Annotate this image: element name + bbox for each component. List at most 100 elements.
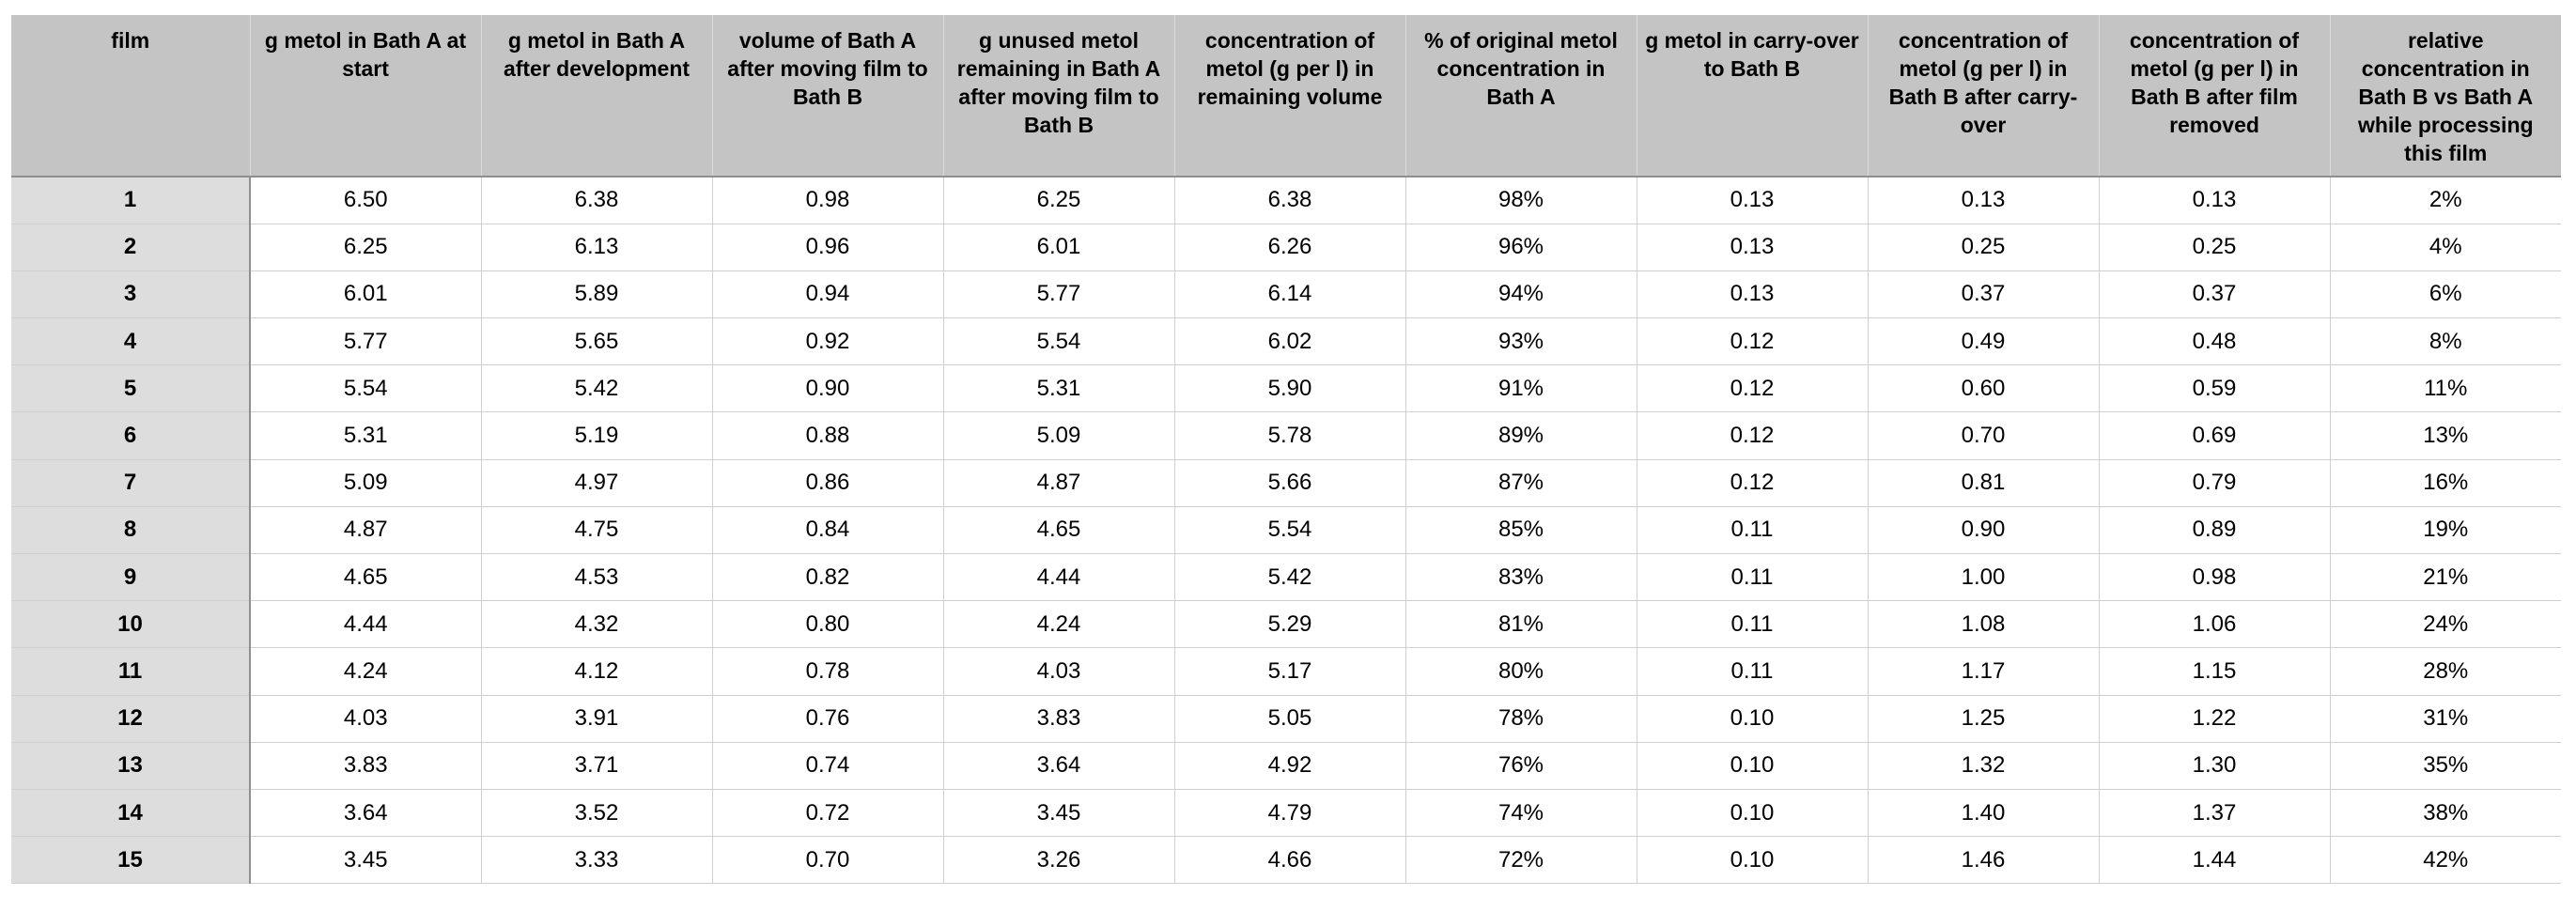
column-header[interactable]: concentration of metol (g per l) in Bath…	[2099, 15, 2331, 178]
table-cell[interactable]: 1.06	[2099, 600, 2331, 649]
table-cell[interactable]: 4.53	[481, 553, 713, 602]
row-header-cell[interactable]: 13	[11, 742, 251, 790]
table-cell[interactable]: 0.49	[1868, 317, 2100, 366]
table-cell[interactable]: 3.45	[943, 789, 1175, 838]
table-cell[interactable]: 5.54	[250, 364, 482, 413]
table-cell[interactable]: 28%	[2330, 647, 2561, 696]
table-cell[interactable]: 31%	[2330, 695, 2561, 743]
table-cell[interactable]: 3.83	[250, 742, 482, 790]
row-header-cell[interactable]: 6	[11, 411, 251, 460]
table-cell[interactable]: 4.92	[1174, 742, 1406, 790]
table-cell[interactable]: 3.83	[943, 695, 1175, 743]
table-cell[interactable]: 0.70	[712, 836, 944, 885]
table-cell[interactable]: 0.72	[712, 789, 944, 838]
table-cell[interactable]: 5.29	[1174, 600, 1406, 649]
table-cell[interactable]: 1.44	[2099, 836, 2331, 885]
table-cell[interactable]: 6.38	[1174, 177, 1406, 224]
table-cell[interactable]: 5.77	[943, 270, 1175, 319]
table-cell[interactable]: 4.65	[250, 553, 482, 602]
table-cell[interactable]: 5.77	[250, 317, 482, 366]
table-cell[interactable]: 87%	[1405, 459, 1637, 507]
table-cell[interactable]: 96%	[1405, 224, 1637, 271]
table-cell[interactable]: 4.03	[943, 647, 1175, 696]
table-cell[interactable]: 0.92	[712, 317, 944, 366]
table-cell[interactable]: 4.79	[1174, 789, 1406, 838]
table-cell[interactable]: 0.78	[712, 647, 944, 696]
column-header[interactable]: concentration of metol (g per l) in rema…	[1174, 15, 1406, 178]
table-cell[interactable]: 5.90	[1174, 364, 1406, 413]
table-cell[interactable]: 0.10	[1637, 789, 1869, 838]
column-header[interactable]: volume of Bath A after moving film to Ba…	[712, 15, 944, 178]
table-cell[interactable]: 6.13	[481, 224, 713, 271]
table-cell[interactable]: 0.12	[1637, 411, 1869, 460]
table-cell[interactable]: 3.26	[943, 836, 1175, 885]
table-cell[interactable]: 0.10	[1637, 695, 1869, 743]
table-cell[interactable]: 78%	[1405, 695, 1637, 743]
table-cell[interactable]: 0.37	[2099, 270, 2331, 319]
table-cell[interactable]: 89%	[1405, 411, 1637, 460]
table-cell[interactable]: 0.13	[1637, 270, 1869, 319]
table-cell[interactable]: 1.40	[1868, 789, 2100, 838]
table-cell[interactable]: 1.46	[1868, 836, 2100, 885]
table-cell[interactable]: 4.75	[481, 506, 713, 555]
table-cell[interactable]: 0.60	[1868, 364, 2100, 413]
table-cell[interactable]: 0.13	[1868, 177, 2100, 224]
table-cell[interactable]: 4.44	[943, 553, 1175, 602]
table-cell[interactable]: 91%	[1405, 364, 1637, 413]
table-cell[interactable]: 0.84	[712, 506, 944, 555]
table-cell[interactable]: 1.17	[1868, 647, 2100, 696]
row-header-cell[interactable]: 12	[11, 695, 251, 743]
table-cell[interactable]: 5.31	[250, 411, 482, 460]
row-header-cell[interactable]: 4	[11, 317, 251, 366]
table-cell[interactable]: 0.11	[1637, 506, 1869, 555]
table-cell[interactable]: 5.09	[250, 459, 482, 507]
row-header-cell[interactable]: 11	[11, 647, 251, 696]
table-cell[interactable]: 3.71	[481, 742, 713, 790]
table-cell[interactable]: 42%	[2330, 836, 2561, 885]
table-cell[interactable]: 5.42	[481, 364, 713, 413]
table-cell[interactable]: 0.82	[712, 553, 944, 602]
table-cell[interactable]: 0.98	[2099, 553, 2331, 602]
row-header-cell[interactable]: 15	[11, 836, 251, 885]
table-cell[interactable]: 35%	[2330, 742, 2561, 790]
table-cell[interactable]: 0.11	[1637, 600, 1869, 649]
table-cell[interactable]: 0.80	[712, 600, 944, 649]
column-header[interactable]: concentration of metol (g per l) in Bath…	[1868, 15, 2100, 178]
table-cell[interactable]: 5.42	[1174, 553, 1406, 602]
row-header-cell[interactable]: 3	[11, 270, 251, 319]
table-cell[interactable]: 3.45	[250, 836, 482, 885]
table-cell[interactable]: 0.81	[1868, 459, 2100, 507]
table-cell[interactable]: 16%	[2330, 459, 2561, 507]
table-cell[interactable]: 1.00	[1868, 553, 2100, 602]
table-cell[interactable]: 0.12	[1637, 459, 1869, 507]
table-cell[interactable]: 6.25	[250, 224, 482, 271]
table-cell[interactable]: 0.12	[1637, 364, 1869, 413]
table-cell[interactable]: 0.96	[712, 224, 944, 271]
table-cell[interactable]: 6.25	[943, 177, 1175, 224]
row-header-cell[interactable]: 8	[11, 506, 251, 555]
column-header[interactable]: g metol in carry-over to Bath B	[1637, 15, 1869, 178]
column-header[interactable]: relative concentration in Bath B vs Bath…	[2330, 15, 2561, 178]
table-cell[interactable]: 0.88	[712, 411, 944, 460]
table-cell[interactable]: 4.24	[250, 647, 482, 696]
row-header-cell[interactable]: 10	[11, 600, 251, 649]
table-cell[interactable]: 4.03	[250, 695, 482, 743]
table-cell[interactable]: 80%	[1405, 647, 1637, 696]
table-cell[interactable]: 1.25	[1868, 695, 2100, 743]
table-cell[interactable]: 0.13	[2099, 177, 2331, 224]
table-cell[interactable]: 5.17	[1174, 647, 1406, 696]
table-cell[interactable]: 2%	[2330, 177, 2561, 224]
table-cell[interactable]: 1.30	[2099, 742, 2331, 790]
table-cell[interactable]: 19%	[2330, 506, 2561, 555]
table-cell[interactable]: 1.08	[1868, 600, 2100, 649]
table-cell[interactable]: 0.70	[1868, 411, 2100, 460]
table-cell[interactable]: 6.02	[1174, 317, 1406, 366]
table-cell[interactable]: 76%	[1405, 742, 1637, 790]
table-cell[interactable]: 6.01	[250, 270, 482, 319]
table-cell[interactable]: 21%	[2330, 553, 2561, 602]
table-cell[interactable]: 0.13	[1637, 224, 1869, 271]
table-cell[interactable]: 5.54	[943, 317, 1175, 366]
table-cell[interactable]: 5.54	[1174, 506, 1406, 555]
table-cell[interactable]: 1.22	[2099, 695, 2331, 743]
table-cell[interactable]: 5.78	[1174, 411, 1406, 460]
